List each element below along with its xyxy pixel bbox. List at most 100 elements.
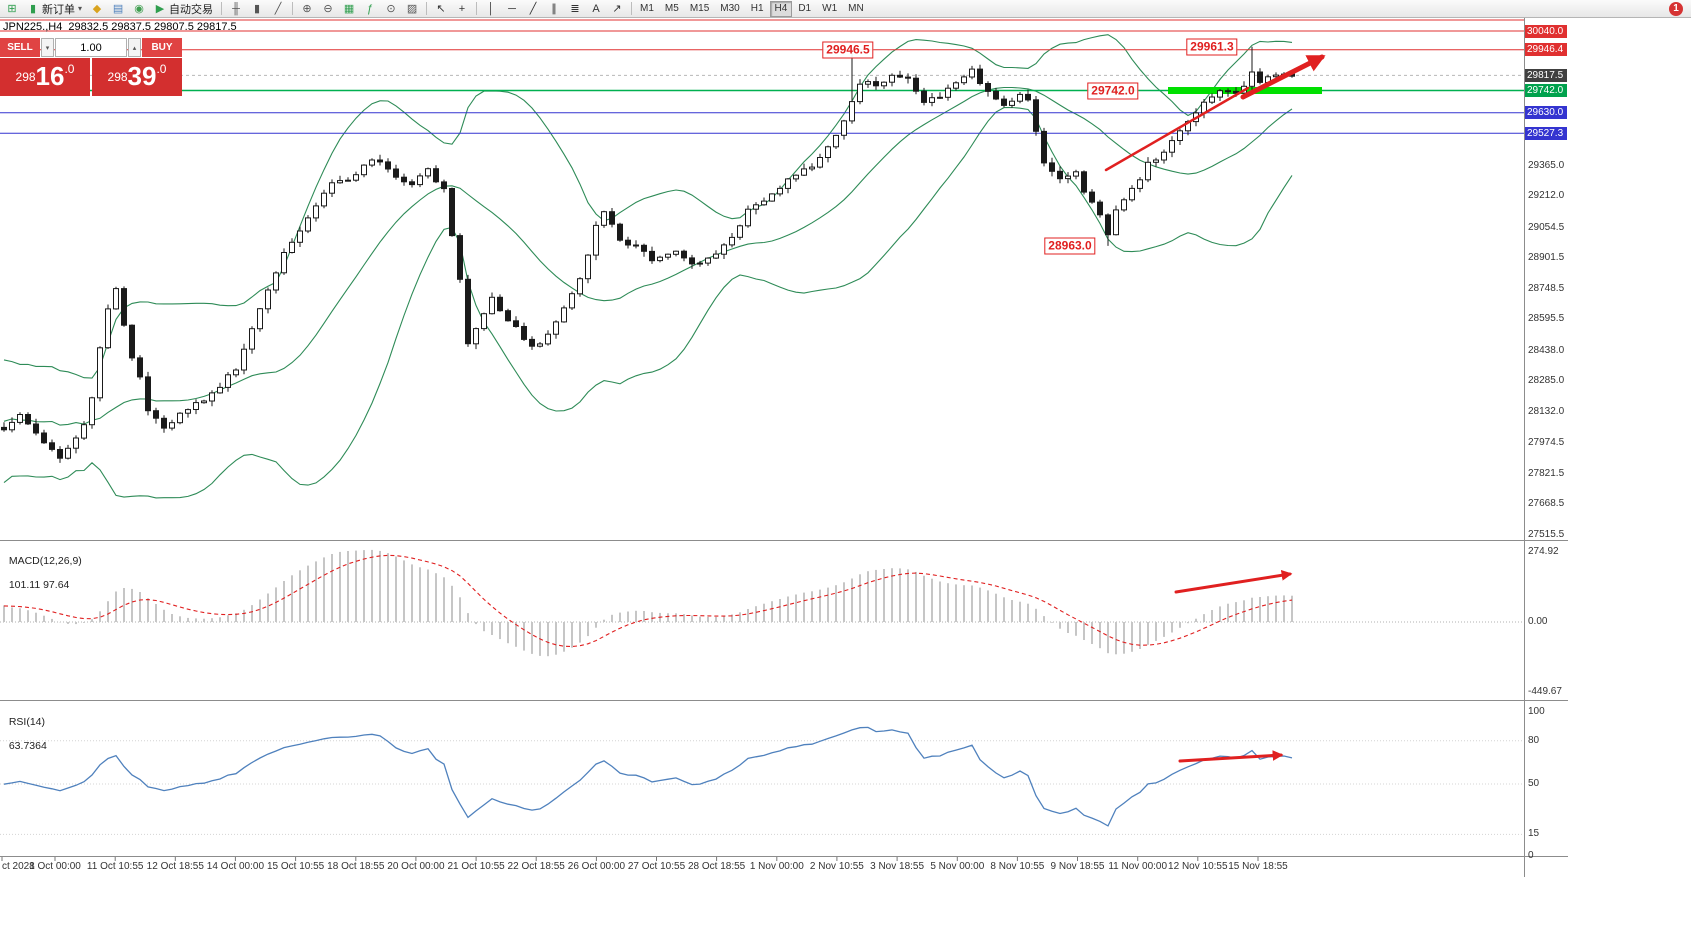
vertical-line-icon: │ — [487, 2, 495, 15]
cursor-icon[interactable]: ↖ — [431, 0, 451, 18]
line-chart-icon[interactable]: ╱ — [268, 0, 288, 18]
toolbar-separator — [292, 2, 294, 15]
timeframe-mn[interactable]: MN — [848, 2, 864, 14]
time-label: 12 Oct 18:55 — [146, 861, 204, 872]
timeframe-m5[interactable]: M5 — [664, 2, 679, 14]
time-label: 3 Nov 18:55 — [870, 861, 925, 872]
time-label: 8 Nov 10:55 — [990, 861, 1045, 872]
chart-shift-icon[interactable]: ▨ — [402, 0, 422, 18]
time-label: 20 Oct 00:00 — [387, 861, 445, 872]
rsi-label: RSI(14) 63.7364 — [3, 704, 47, 752]
text-icon[interactable]: A — [586, 0, 606, 18]
time-label: 9 Nov 18:55 — [1050, 861, 1105, 872]
autotrade-button[interactable]: ▶ 自动交易 — [150, 0, 217, 18]
new-order-button[interactable]: ▮ 新订单 ▾ — [23, 0, 86, 18]
price-tag: 29817.5 — [1525, 68, 1567, 82]
toolbar: ⊞ ▮ 新订单 ▾ ◆ ▤ ◉ ▶ 自动交易 ╫ ▮ ╱ ⊕ ⊖ ▦ ƒ ⊙ ▨ ↖ + │ ─ ╱ ∥ ≣ A ↗ M1 M5 M15… — [0, 0, 1691, 18]
notification-badge[interactable]: 1 — [1669, 2, 1683, 16]
trend-arrows[interactable] — [1104, 54, 1326, 763]
tile-windows-icon[interactable]: ▦ — [339, 0, 359, 18]
timeframe-m15[interactable]: M15 — [689, 2, 710, 14]
candlestick-chart-icon[interactable]: ▮ — [247, 0, 267, 18]
bar-chart-icon: ╫ — [232, 2, 240, 15]
price-annotation[interactable]: 28963.0 — [1044, 237, 1096, 255]
price-scale-label: 28595.5 — [1528, 313, 1565, 325]
timeframe-m30[interactable]: M30 — [720, 2, 740, 14]
rsi-scale-label: 80 — [1528, 734, 1540, 746]
time-label: 22 Oct 18:55 — [507, 861, 565, 872]
candles — [1, 46, 1295, 463]
profiles-icon[interactable]: ◉ — [129, 0, 149, 18]
arrows-icon: ↗ — [612, 2, 622, 15]
time-label: 28 Oct 18:55 — [687, 861, 746, 872]
volume-decrease-button[interactable]: ▾ — [41, 38, 54, 57]
price-scale-label: 27821.5 — [1528, 467, 1565, 479]
time-axis[interactable]: ct 2021 8 Oct 00:00 11 Oct 10:55 12 Oct 18:… — [0, 857, 1568, 877]
price-tag: 29527.3 — [1525, 126, 1567, 140]
price-annotation[interactable]: 29946.5 — [822, 41, 874, 59]
volume-increase-button[interactable]: ▴ — [128, 38, 141, 57]
zoom-in-icon: ⊕ — [302, 2, 312, 15]
macd-scale-label: 0.00 — [1528, 616, 1548, 627]
caret-down-icon: ▾ — [78, 4, 83, 13]
price-tag: 30040.0 — [1525, 24, 1567, 38]
toolbar-separator — [631, 2, 633, 15]
chart-window-icon[interactable]: ▤ — [108, 0, 128, 18]
price-annotation[interactable]: 29742.0 — [1087, 82, 1139, 99]
metaeditor-icon[interactable]: ◆ — [87, 0, 107, 18]
sell-button[interactable]: SELL — [0, 38, 40, 57]
sell-price-big: 16 — [35, 61, 65, 91]
toolbar-separator — [476, 2, 478, 15]
sell-price-suffix: .0 — [64, 62, 75, 76]
time-label: 11 Oct 10:55 — [86, 861, 144, 872]
sell-price-prefix: 298 — [15, 70, 36, 84]
rsi-scale-label: 0 — [1528, 850, 1534, 861]
rsi-scale-label: 50 — [1528, 778, 1540, 789]
sell-price-button[interactable]: 298 16.0 — [0, 58, 90, 96]
buy-price-prefix: 298 — [107, 70, 128, 84]
panel-separators — [0, 18, 1568, 877]
macd-values: 101.11 97.64 — [8, 579, 70, 591]
volume-input[interactable] — [55, 38, 127, 57]
new-chart-icon[interactable]: ⊞ — [2, 0, 22, 18]
time-label: 15 Oct 10:55 — [266, 861, 325, 872]
vertical-line-icon[interactable]: │ — [481, 0, 501, 18]
new-order-icon: ▮ — [29, 2, 37, 15]
toolbar-separator — [426, 2, 428, 15]
price-tag: 29946.4 — [1525, 43, 1567, 57]
time-label: 5 Nov 00:00 — [930, 861, 985, 872]
buy-price-button[interactable]: 298 39.0 — [92, 58, 182, 96]
bar-chart-icon[interactable]: ╫ — [226, 0, 246, 18]
horizontal-lines[interactable] — [0, 19, 1524, 134]
timeframe-w1[interactable]: W1 — [822, 2, 838, 14]
price-scale-label: 28901.5 — [1528, 252, 1565, 264]
rsi-value: 63.7364 — [8, 740, 47, 752]
trendline-icon: ╱ — [529, 2, 537, 15]
macd-label: MACD(12,26,9) 101.11 97.64 — [3, 543, 82, 591]
zoom-in-icon[interactable]: ⊕ — [297, 0, 317, 18]
price-annotation[interactable]: 29961.3 — [1186, 38, 1238, 56]
indicators-icon[interactable]: ƒ — [360, 0, 380, 18]
chart-area[interactable] — [0, 0, 1568, 878]
zoom-out-icon[interactable]: ⊖ — [318, 0, 338, 18]
timeframe-h1[interactable]: H1 — [750, 2, 764, 14]
new-chart-icon: ⊞ — [7, 2, 17, 15]
bollinger-bands — [3, 34, 1293, 499]
price-scale[interactable]: 29365.0 29212.0 29054.5 28901.5 28748.5 28595… — [1524, 18, 1568, 877]
arrows-icon[interactable]: ↗ — [607, 0, 627, 18]
horizontal-line-icon[interactable]: ─ — [502, 0, 522, 18]
text-icon: A — [592, 2, 600, 15]
buy-price-suffix: .0 — [156, 62, 167, 76]
period-icon[interactable]: ⊙ — [381, 0, 401, 18]
channel-icon[interactable]: ∥ — [544, 0, 564, 18]
chart-shift-icon: ▨ — [406, 2, 418, 15]
buy-button[interactable]: BUY — [142, 38, 182, 57]
timeframe-d1[interactable]: D1 — [798, 2, 812, 14]
crosshair-icon[interactable]: + — [452, 0, 472, 18]
trendline-icon[interactable]: ╱ — [523, 0, 543, 18]
price-tag: 29630.0 — [1525, 106, 1567, 120]
timeframe-m1[interactable]: M1 — [640, 2, 654, 14]
timeframe-h4[interactable]: H4 — [769, 0, 793, 17]
fibonacci-icon[interactable]: ≣ — [565, 0, 585, 18]
